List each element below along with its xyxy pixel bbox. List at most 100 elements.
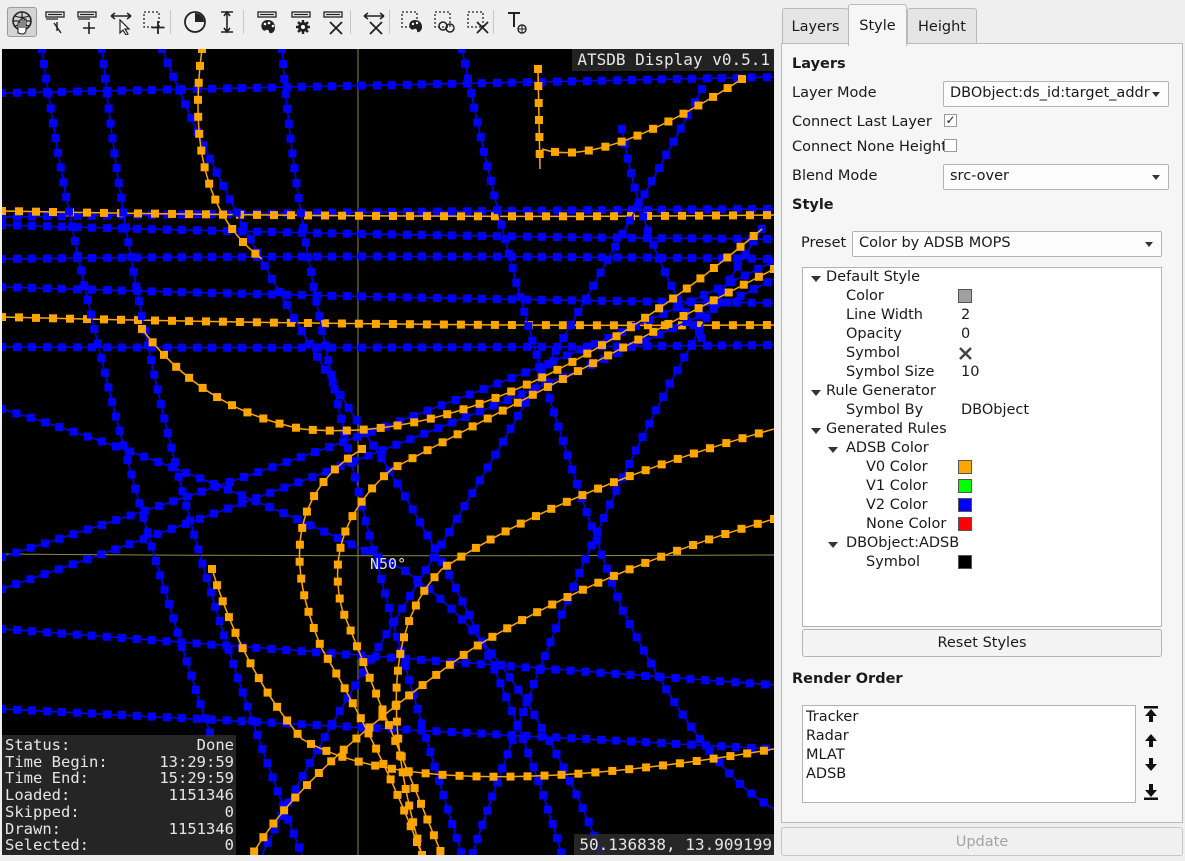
reset-styles-button[interactable]: Reset Styles [802,629,1162,657]
track-point [97,437,106,446]
track-point [283,104,292,113]
select-add-tool[interactable] [139,7,169,37]
connect-last-checkbox[interactable]: ✓ [944,113,957,127]
collapse-icon[interactable] [811,390,821,396]
v1-color-swatch[interactable] [958,479,972,493]
track-point [58,343,66,352]
track-point [673,366,682,375]
tab-style[interactable]: Style [848,4,907,46]
select-style-tool[interactable] [397,7,427,37]
text-tool[interactable] [503,7,533,37]
tree-opacity-label[interactable]: Opacity [846,326,902,342]
track-point [163,343,171,352]
select-invert-tool[interactable] [430,7,460,37]
map-view[interactable]: ATSDB Display v0.5.1 N50° Status: Done Tim… [2,49,774,855]
symbol-by-value[interactable]: DBObject [961,402,1030,418]
tree-v0-label[interactable]: V0 Color [866,459,928,475]
track-point [312,291,321,300]
time-filter-tool[interactable] [180,7,210,37]
track-point [333,533,342,542]
move-up-button[interactable] [1141,731,1161,751]
track-point [657,75,666,84]
list-item[interactable]: Radar [806,728,849,744]
list-item[interactable]: MLAT [806,747,845,763]
preset-select[interactable]: Color by ADSB MOPS [852,231,1162,257]
tree-symbol-size-label[interactable]: Symbol Size [846,364,935,380]
tree-color-label[interactable]: Color [846,288,884,304]
preset-value: Color by ADSB MOPS [859,235,1011,251]
list-item[interactable]: Tracker [806,709,859,725]
line-width-value[interactable]: 2 [961,307,971,323]
x-cross-icon[interactable] [958,346,973,361]
blend-mode-select[interactable]: src-over [943,164,1169,190]
navigate-tool[interactable] [7,7,37,37]
track-point [490,191,499,200]
opacity-value[interactable]: 0 [961,326,971,342]
render-order-list[interactable]: Tracker Radar MLAT ADSB [802,705,1136,803]
track-point [102,89,111,98]
track-point [258,745,267,754]
toolbar-separator [243,10,244,34]
collapse-icon[interactable] [828,542,838,548]
delete-labels-tool[interactable] [319,7,349,37]
tree-rule-generator[interactable]: Rule Generator [826,383,936,399]
tree-none-label[interactable]: None Color [866,516,947,532]
tree-symbol-label[interactable]: Symbol [846,345,901,361]
track-point [238,644,247,653]
style-tree[interactable]: Default Style Color Line Width 2 Opacity… [802,267,1162,627]
move-top-button[interactable] [1141,704,1161,724]
label-edit-tool[interactable] [73,7,103,37]
collapse-icon[interactable] [811,276,821,282]
track-point [524,694,533,702]
height-filter-tool[interactable] [212,7,242,37]
tree-generated-rules[interactable]: Generated Rules [826,421,947,437]
connect-none-checkbox[interactable] [944,139,957,152]
v2-color-swatch[interactable] [958,498,972,512]
track-point [69,530,78,539]
track-point [12,409,21,418]
list-item[interactable]: ADSB [806,766,847,782]
none-color-swatch[interactable] [958,517,972,531]
tree-adsb-color[interactable]: ADSB Color [846,440,929,456]
track-point [574,769,583,778]
collapse-icon[interactable] [828,447,838,453]
track-point [83,555,91,564]
tab-height[interactable]: Height [907,8,977,45]
tree-dbobject-adsb[interactable]: DBObject:ADSB [846,535,960,551]
text-tool-icon [508,12,527,34]
select-clear-tool[interactable] [463,7,493,37]
tab-layers[interactable]: Layers [782,8,849,45]
track-point [49,208,57,216]
v0-color-swatch[interactable] [958,460,972,474]
settings-tool[interactable] [287,7,317,37]
tree-default-style[interactable]: Default Style [826,269,921,285]
move-down-button[interactable] [1141,755,1161,775]
symbol-size-value[interactable]: 10 [961,364,980,380]
label-add-tool[interactable] [41,7,71,37]
tree-v2-label[interactable]: V2 Color [866,497,928,513]
tree-v1-label[interactable]: V1 Color [866,478,928,494]
style-presets-tool[interactable] [253,7,283,37]
track-point [493,206,502,215]
track-point [463,252,471,261]
layer-mode-select[interactable]: DBObject:ds_id:target_addr [943,81,1169,107]
track-point [197,487,206,496]
track-point [129,267,138,276]
update-button[interactable]: Update [781,827,1183,856]
tree-line-width-label[interactable]: Line Width [846,307,923,323]
collapse-icon[interactable] [811,428,821,434]
move-bottom-button[interactable] [1141,782,1161,802]
default-color-swatch[interactable] [958,289,972,303]
tree-symbol-by-label[interactable]: Symbol By [846,402,924,418]
track-point [477,232,486,240]
track-point [208,253,216,261]
track-point [592,321,601,330]
tree-symbol2-label[interactable]: Symbol [866,554,921,570]
track-point [545,736,554,745]
track-point [593,212,601,221]
track-point [519,708,528,716]
symbol-color-swatch[interactable] [958,555,972,569]
track-point [506,772,515,781]
clear-measure-tool[interactable] [360,7,390,37]
measure-tool[interactable] [107,7,137,37]
